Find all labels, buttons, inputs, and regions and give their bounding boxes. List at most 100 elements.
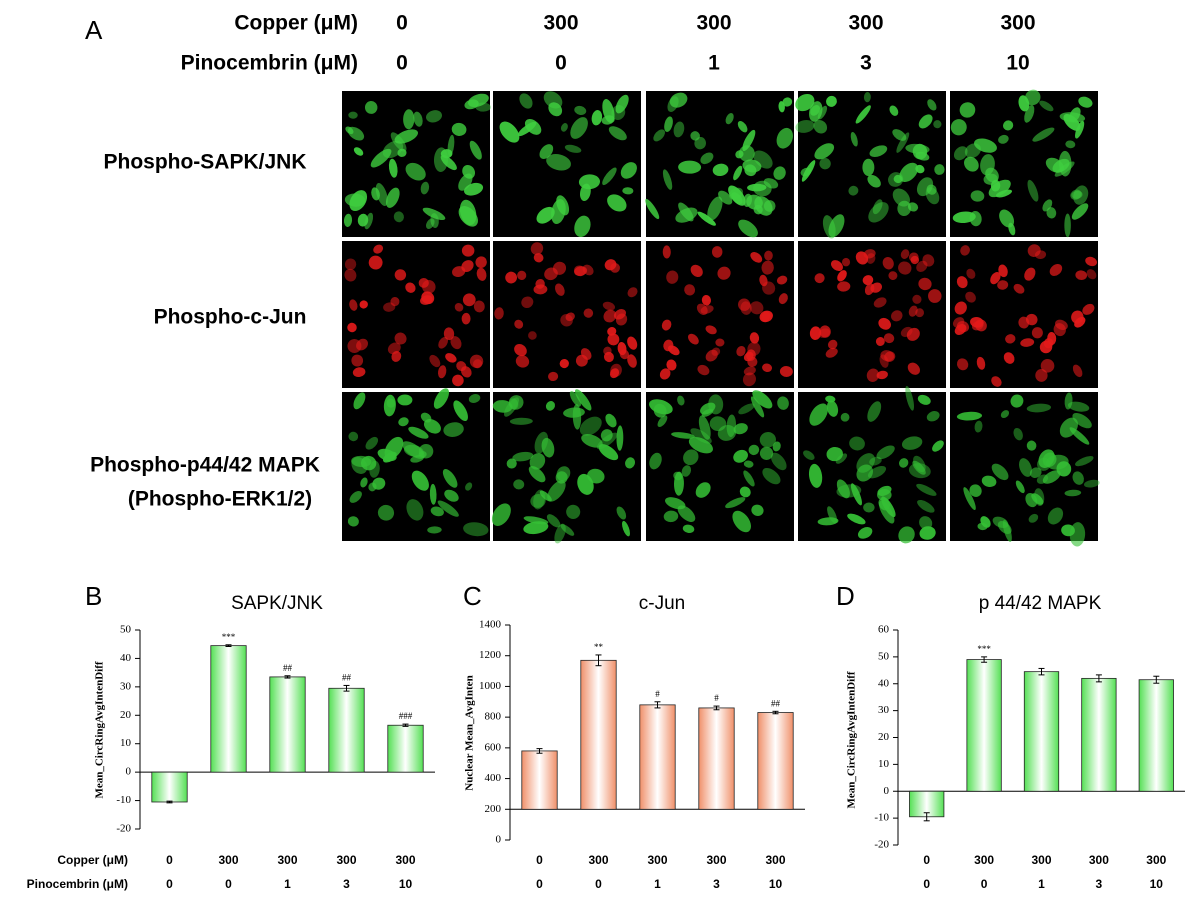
- cell: [539, 144, 554, 159]
- cell: [543, 91, 563, 109]
- cell: [1025, 493, 1038, 508]
- cell: [1082, 303, 1095, 315]
- y-tick-label: 30: [120, 680, 132, 692]
- y-tick-label: 50: [120, 624, 132, 636]
- bar: [698, 707, 735, 810]
- y-tick-label: 0: [496, 834, 502, 846]
- bar: [151, 771, 188, 803]
- cell: [616, 425, 624, 451]
- cell: [1049, 263, 1063, 276]
- cell: [353, 147, 364, 156]
- cell: [429, 354, 441, 368]
- cell: [850, 483, 862, 506]
- cell: [351, 354, 364, 367]
- x-tick-label: 300: [706, 853, 726, 867]
- cell: [469, 140, 482, 160]
- cell: [1018, 95, 1030, 112]
- cell: [813, 119, 828, 134]
- cell: [420, 181, 430, 195]
- cell: [565, 312, 575, 322]
- header-value: 3: [860, 52, 872, 75]
- x-row-label: Pinocembrin (μM): [27, 877, 128, 891]
- cell: [509, 417, 533, 425]
- cell: [954, 301, 967, 315]
- cell: [840, 412, 850, 422]
- cell: [956, 358, 969, 371]
- cell: [343, 213, 353, 227]
- cell: [657, 415, 668, 428]
- cell: [917, 394, 931, 405]
- micrograph: [646, 241, 794, 388]
- cell: [869, 456, 882, 466]
- x-tick-label: 10: [769, 877, 783, 891]
- cell: [918, 277, 932, 291]
- cell: [880, 350, 895, 362]
- chart-title: c-Jun: [639, 593, 685, 614]
- x-tick-label: 1: [284, 877, 291, 891]
- y-tick-label: 60: [878, 624, 890, 636]
- cell: [705, 349, 718, 362]
- cell: [1047, 331, 1057, 346]
- x-tick-label: 3: [343, 877, 350, 891]
- cell: [554, 283, 565, 296]
- cell: [645, 198, 660, 220]
- cell: [926, 184, 937, 195]
- micrograph: [342, 388, 490, 541]
- cell: [600, 429, 613, 442]
- cell: [974, 420, 983, 433]
- cell: [667, 96, 679, 112]
- bar: [639, 704, 676, 810]
- cell: [873, 297, 887, 308]
- cell: [991, 376, 1002, 387]
- cell: [733, 449, 748, 463]
- cell: [627, 287, 638, 298]
- y-tick-label: 20: [878, 731, 890, 743]
- y-tick-label: 10: [878, 758, 890, 770]
- cell: [819, 325, 831, 338]
- cell: [922, 254, 935, 267]
- cell: [364, 212, 374, 230]
- cell: [971, 321, 984, 331]
- cell: [394, 129, 419, 144]
- cell: [715, 338, 725, 347]
- cell: [433, 388, 450, 409]
- cell: [819, 158, 831, 170]
- x-tick-label: 0: [536, 877, 543, 891]
- cell: [394, 269, 407, 281]
- cell: [605, 413, 617, 428]
- cell: [610, 363, 622, 377]
- cell: [1072, 412, 1092, 429]
- cell: [473, 300, 485, 313]
- cell: [711, 347, 721, 356]
- cell: [547, 371, 559, 381]
- cell: [747, 183, 767, 192]
- cell: [867, 401, 882, 422]
- cell: [1026, 440, 1037, 451]
- cell: [826, 95, 837, 107]
- chart-title: SAPK/JNK: [231, 593, 323, 614]
- bar: [269, 676, 306, 773]
- cell: [999, 209, 1015, 228]
- cell: [969, 210, 982, 227]
- cell: [513, 479, 525, 490]
- cell: [616, 506, 627, 520]
- cell: [1013, 283, 1025, 294]
- cell: [912, 294, 922, 304]
- cell: [603, 309, 617, 323]
- x-tick-label: 300: [277, 853, 297, 867]
- bar: [757, 712, 794, 810]
- cell: [653, 403, 667, 418]
- bar: [328, 687, 365, 773]
- cell: [519, 93, 533, 109]
- cell: [743, 460, 754, 468]
- y-axis-label: Mean_CircRingAvgIntenDiff: [94, 661, 106, 798]
- header-value: 1: [708, 52, 720, 75]
- header-value: 0: [396, 12, 408, 35]
- cell: [622, 187, 634, 195]
- cell: [462, 164, 476, 179]
- cell: [897, 200, 912, 216]
- micrograph: [491, 389, 641, 544]
- cell: [990, 272, 1001, 285]
- cell: [803, 450, 815, 461]
- cell: [888, 271, 898, 281]
